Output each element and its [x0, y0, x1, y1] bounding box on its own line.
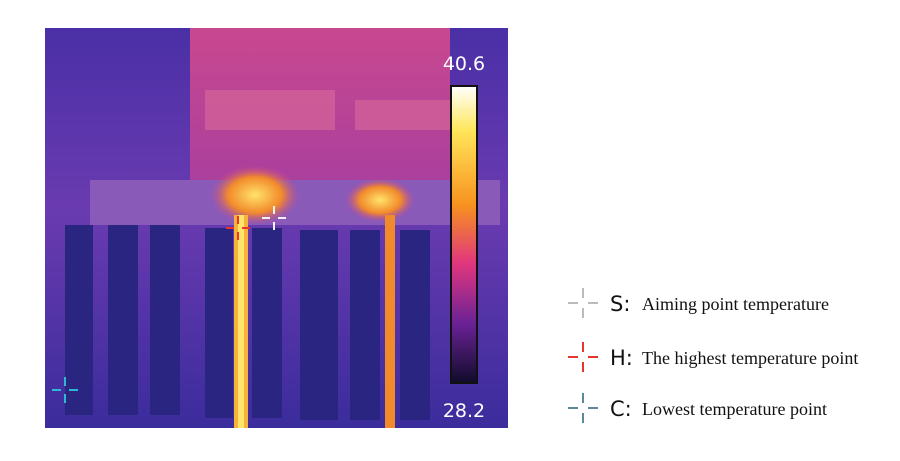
legend-key: C: [610, 397, 632, 421]
c-cursor [52, 377, 78, 403]
legend-icon-c [568, 393, 598, 423]
thermal-image: 40.6 28.2 [45, 28, 508, 428]
legend-icon-s [568, 288, 598, 318]
scale-max: 40.6 [443, 53, 485, 75]
legend-text: Lowest temperature point [642, 399, 827, 419]
legend: S: Aiming point temperature H: The highe… [568, 288, 858, 423]
legend-key: H: [610, 346, 633, 370]
legend-key: S: [610, 292, 630, 316]
legend-text: The highest temperature point [642, 348, 858, 368]
s-cursor [262, 206, 286, 230]
legend-icon-h [568, 342, 598, 372]
legend-text: Aiming point temperature [642, 294, 829, 314]
h-cursor [226, 216, 250, 240]
scale-min: 28.2 [443, 400, 485, 422]
